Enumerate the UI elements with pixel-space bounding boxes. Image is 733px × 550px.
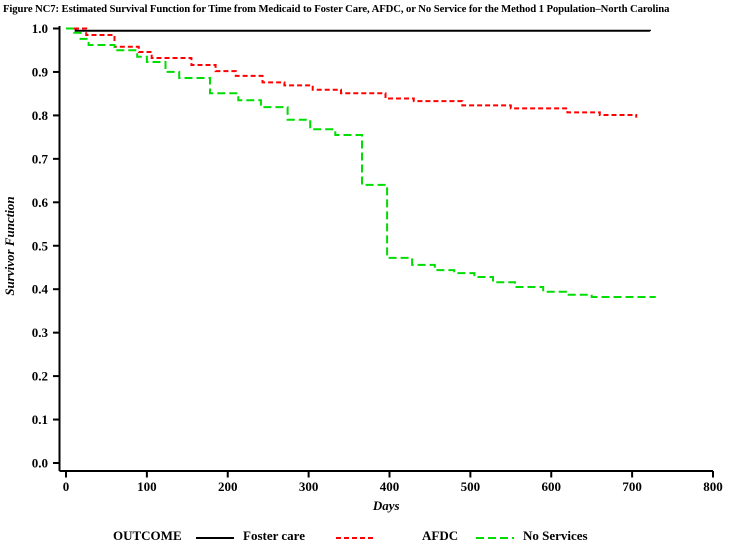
x-tick-label: 0 [63,479,70,494]
x-axis-label: Days [372,498,400,513]
y-tick-label: 0.4 [32,282,49,297]
x-tick-label: 500 [461,479,481,494]
x-tick-label: 700 [622,479,642,494]
y-tick-label: 0.8 [32,108,49,123]
series-afdc [66,27,638,118]
legend: OUTCOME Foster care AFDC No Services [0,528,733,550]
x-tick-label: 800 [703,479,723,494]
x-tick-label: 100 [137,479,157,494]
x-tick-label: 600 [542,479,562,494]
y-tick-label: 0.5 [32,238,49,253]
y-tick-label: 0.1 [32,412,48,427]
figure-title: Figure NC7: Estimated Survival Function … [3,3,670,15]
y-tick-label: 0.2 [32,369,48,384]
legend-label-no-services: No Services [523,528,588,543]
y-tick-label: 0.3 [32,325,49,340]
y-tick-label: 0.0 [32,456,48,471]
x-tick-label: 400 [380,479,400,494]
y-tick-label: 0.9 [32,64,49,79]
y-tick-label: 0.6 [32,195,49,210]
legend-title: OUTCOME [113,528,182,543]
legend-label-foster-care: Foster care [243,528,305,543]
y-axis-label: Survivor Function [2,196,17,295]
series-foster-care [66,27,651,32]
series-no-services [66,27,656,298]
x-tick-label: 200 [218,479,238,494]
legend-line-afdc [336,537,374,539]
y-tick-label: 1.0 [32,21,48,36]
legend-line-foster-care [196,537,234,539]
legend-label-afdc: AFDC [422,528,459,543]
x-tick-label: 300 [299,479,319,494]
y-tick-label: 0.7 [32,151,49,166]
legend-line-no-services [476,537,514,539]
